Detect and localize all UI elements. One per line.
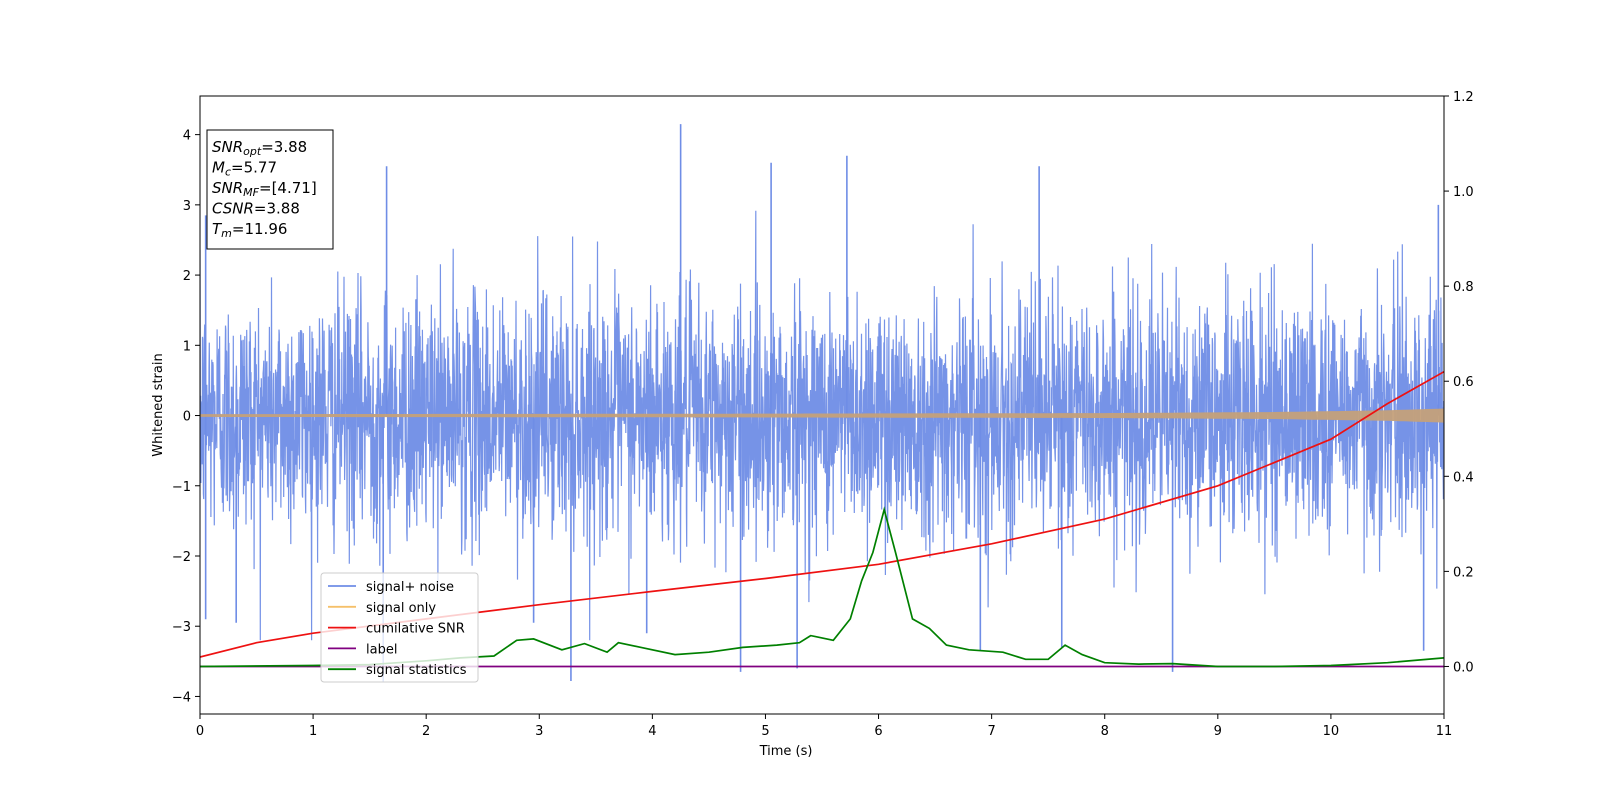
- annotation-line: CSNR=3.88: [212, 200, 300, 218]
- y-tick-label-right: 0.8: [1453, 280, 1474, 295]
- y-tick-label-left: −2: [172, 550, 191, 565]
- y-tick-label-right: 0.6: [1453, 375, 1474, 390]
- x-axis-label: Time (s): [759, 744, 813, 759]
- series-signal-statistics: [200, 506, 1444, 668]
- right-y-axis: 0.0 0.2 0.4 0.6 0.8 1.0 1.2: [1444, 90, 1474, 675]
- legend-label: signal statistics: [366, 663, 467, 678]
- x-tick-label: 1: [309, 724, 317, 739]
- y-tick-label-left: −3: [172, 620, 191, 635]
- legend-label: signal only: [366, 601, 436, 616]
- x-tick-label: 11: [1436, 724, 1453, 739]
- x-tick-label: 6: [874, 724, 882, 739]
- annotation-line: Tm=11.96: [212, 220, 287, 240]
- x-tick-label: 4: [648, 724, 656, 739]
- y-tick-label-right: 0.4: [1453, 470, 1474, 485]
- plot-frame: [199, 95, 1445, 715]
- y-tick-label-left: 3: [183, 199, 191, 214]
- x-tick-label: 3: [535, 724, 543, 739]
- y-axis-label: Whitened strain: [151, 353, 166, 456]
- legend-label: label: [366, 642, 397, 657]
- y-tick-label-right: 0.0: [1453, 660, 1474, 675]
- annotation-line: SNRopt=3.88: [212, 138, 307, 158]
- legend-frame: [320, 572, 479, 683]
- annotation-frame: [206, 129, 334, 250]
- legend-label: signal+ noise: [366, 580, 454, 595]
- y-tick-label-right: 1.2: [1453, 90, 1474, 105]
- y-tick-label-left: 2: [183, 269, 191, 284]
- y-tick-label-right: 1.0: [1453, 185, 1474, 200]
- annotation-line: SNRMF=[4.71]: [212, 179, 317, 199]
- legend: signal+ noise signal only cumilative SNR la…: [320, 572, 479, 683]
- y-tick-label-left: −4: [172, 690, 191, 705]
- x-tick-label: 8: [1101, 724, 1109, 739]
- y-tick-label-left: 4: [183, 129, 191, 144]
- x-axis: 0 1 2 3 4 5 6 7 8 9 10 11: [196, 714, 1452, 739]
- x-tick-label: 10: [1323, 724, 1340, 739]
- y-tick-label-right: 0.2: [1453, 565, 1474, 580]
- series-signal-only: [200, 408, 1444, 423]
- annotation-line: Mc=5.77: [212, 159, 277, 179]
- x-tick-label: 2: [422, 724, 430, 739]
- y-tick-label-left: −1: [172, 480, 191, 495]
- y-tick-label-left: 0: [183, 410, 191, 425]
- left-y-axis: −4 −3 −2 −1 0 1 2 3 4: [172, 129, 200, 705]
- y-tick-label-left: 1: [183, 339, 191, 354]
- legend-label: cumilative SNR: [366, 622, 465, 637]
- x-tick-label: 5: [761, 724, 769, 739]
- x-tick-label: 7: [987, 724, 995, 739]
- series-signal-noise: [200, 210, 1444, 641]
- x-tick-label: 9: [1214, 724, 1222, 739]
- x-tick-label: 0: [196, 724, 204, 739]
